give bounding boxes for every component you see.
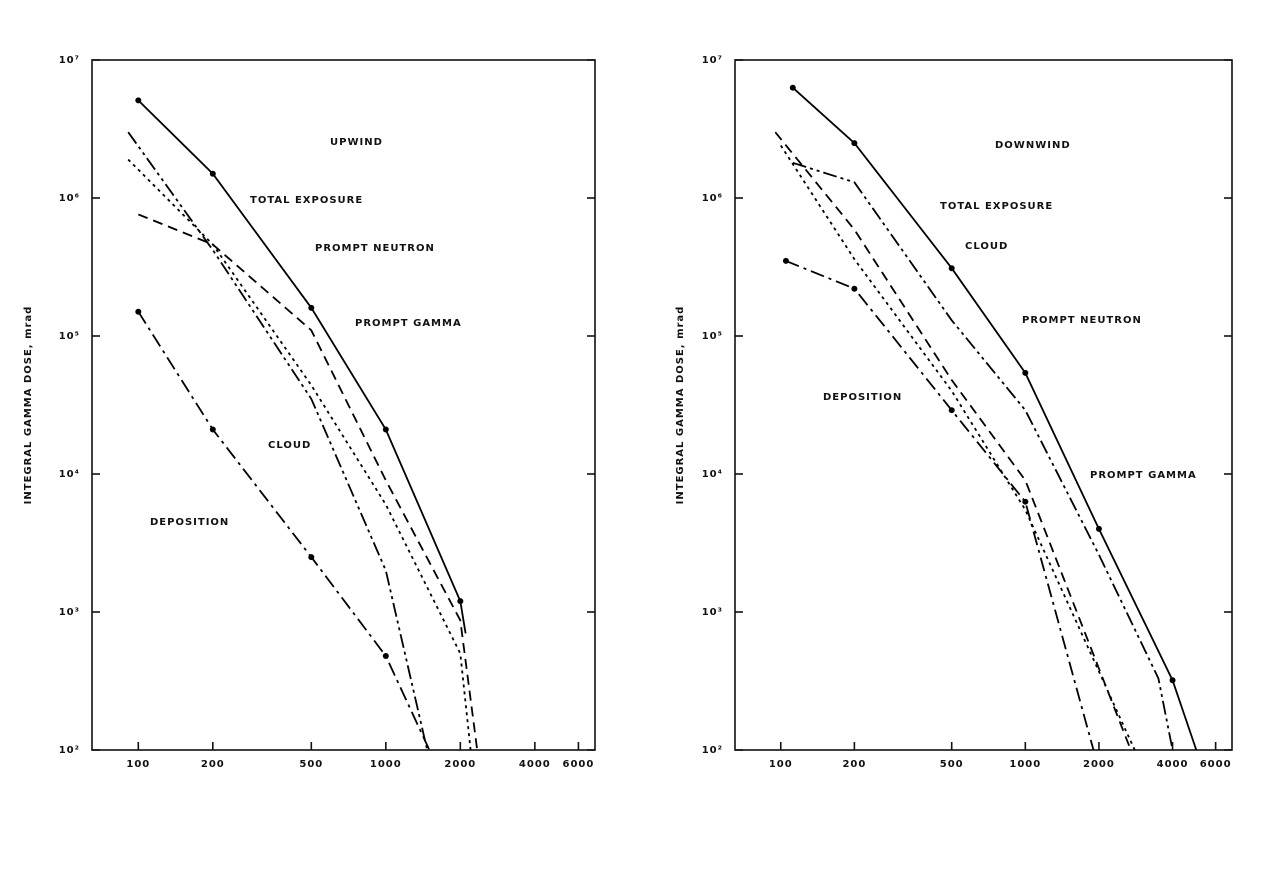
y-tick-label: 10⁵ bbox=[702, 331, 723, 342]
series-line bbox=[780, 145, 1136, 751]
series-line bbox=[137, 99, 467, 634]
data-point bbox=[135, 97, 142, 104]
data-point bbox=[308, 554, 315, 561]
chart-title: DOWNWIND bbox=[995, 140, 1071, 151]
chart-title: UPWIND bbox=[330, 137, 383, 148]
data-point bbox=[1095, 525, 1102, 532]
y-tick-label: 10⁷ bbox=[59, 55, 80, 66]
series-line bbox=[792, 87, 1198, 751]
series-line bbox=[127, 131, 429, 751]
data-point bbox=[789, 84, 796, 91]
series-label: TOTAL EXPOSURE bbox=[940, 201, 1053, 212]
plot-frame bbox=[91, 59, 596, 751]
series-label: DEPOSITION bbox=[150, 517, 229, 528]
series-label: CLOUD bbox=[268, 440, 311, 451]
data-point bbox=[209, 170, 216, 177]
y-tick-label: 10² bbox=[59, 745, 80, 756]
y-axis-label: INTEGRAL GAMMA DOSE, mrad bbox=[675, 306, 686, 505]
series-line bbox=[137, 311, 431, 751]
x-tick-label: 4000 bbox=[519, 759, 551, 770]
data-point bbox=[308, 304, 315, 311]
data-point bbox=[782, 257, 789, 264]
series-line bbox=[792, 161, 1174, 751]
x-tick-label: 1000 bbox=[370, 759, 402, 770]
x-tick-label: 100 bbox=[126, 759, 150, 770]
x-tick-label: 500 bbox=[940, 759, 964, 770]
x-tick-label: 200 bbox=[842, 759, 866, 770]
x-tick-label: 100 bbox=[769, 759, 793, 770]
y-tick-label: 10³ bbox=[702, 607, 723, 618]
data-point bbox=[851, 140, 858, 147]
data-point bbox=[382, 426, 389, 433]
x-tick-label: 6000 bbox=[563, 759, 595, 770]
x-tick-label: 6000 bbox=[1200, 759, 1232, 770]
data-point bbox=[1022, 369, 1029, 376]
x-tick-label: 2000 bbox=[1083, 759, 1115, 770]
data-point bbox=[948, 265, 955, 272]
y-axis-label: INTEGRAL GAMMA DOSE, mrad bbox=[23, 306, 34, 505]
series-label: PROMPT GAMMA bbox=[355, 318, 462, 329]
y-tick-label: 10⁵ bbox=[59, 331, 80, 342]
x-tick-label: 1000 bbox=[1009, 759, 1041, 770]
series-label: PROMPT GAMMA bbox=[1090, 470, 1197, 481]
x-tick-label: 2000 bbox=[444, 759, 476, 770]
y-tick-label: 10⁴ bbox=[59, 469, 80, 480]
series-line bbox=[137, 213, 479, 751]
data-point bbox=[948, 407, 955, 414]
x-tick-label: 200 bbox=[201, 759, 225, 770]
data-point bbox=[135, 308, 142, 315]
x-tick-label: 4000 bbox=[1157, 759, 1189, 770]
series-label: CLOUD bbox=[965, 241, 1008, 252]
series-label: TOTAL EXPOSURE bbox=[250, 195, 363, 206]
y-tick-label: 10⁶ bbox=[59, 193, 80, 204]
data-point bbox=[209, 426, 216, 433]
data-point bbox=[1022, 498, 1029, 505]
y-tick-label: 10² bbox=[702, 745, 723, 756]
y-tick-label: 10⁶ bbox=[702, 193, 723, 204]
y-tick-label: 10⁷ bbox=[702, 55, 723, 66]
series-line bbox=[774, 131, 1132, 751]
data-point bbox=[851, 285, 858, 292]
x-tick-label: 500 bbox=[299, 759, 323, 770]
data-point bbox=[382, 652, 389, 659]
series-line bbox=[127, 158, 472, 751]
series-line bbox=[785, 260, 1095, 751]
data-point bbox=[457, 598, 464, 605]
plot-frame bbox=[734, 59, 1233, 751]
series-label: PROMPT NEUTRON bbox=[1022, 315, 1142, 326]
data-point bbox=[1169, 677, 1176, 684]
y-tick-label: 10⁴ bbox=[702, 469, 723, 480]
series-label: DEPOSITION bbox=[823, 392, 902, 403]
y-tick-label: 10³ bbox=[59, 607, 80, 618]
series-label: PROMPT NEUTRON bbox=[315, 243, 435, 254]
